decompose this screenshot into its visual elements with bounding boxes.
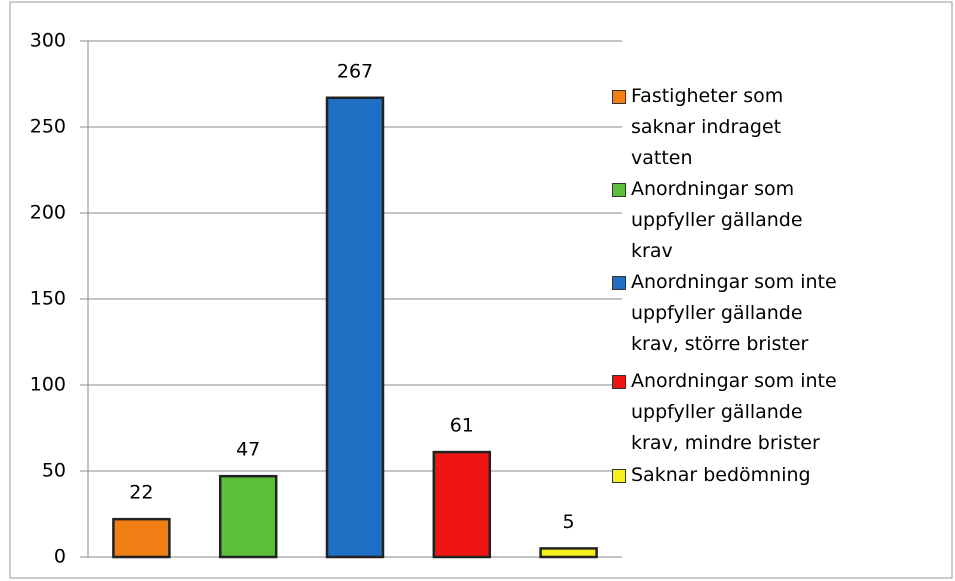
y-tick-label: 250: [30, 116, 66, 138]
legend-label: Anordningar som inte uppfyller gällande …: [631, 370, 837, 454]
legend-label: Anordningar som inte uppfyller gällande …: [631, 271, 837, 355]
value-label: 22: [129, 482, 153, 504]
bar: [112, 517, 171, 559]
legend-entry: Anordningar som inte uppfyller gällande …: [612, 366, 942, 459]
legend-entry: Anordningar som uppfyller gällande krav: [612, 174, 942, 267]
value-label: 61: [450, 415, 474, 437]
value-label: 267: [337, 60, 373, 82]
y-tick-label: 200: [30, 202, 66, 224]
bar: [432, 450, 492, 559]
legend-swatch: [612, 469, 626, 483]
y-tick-label: 300: [30, 30, 66, 52]
legend-label: Saknar bedömning: [631, 464, 811, 486]
y-tick-label: 50: [42, 460, 66, 482]
legend-swatch: [612, 276, 626, 290]
bar: [325, 96, 385, 559]
legend-entry: Saknar bedömning: [612, 460, 942, 491]
bar: [218, 474, 278, 559]
legend-label: Anordningar som uppfyller gällande krav: [631, 178, 803, 262]
legend-entry: Anordningar som inte uppfyller gällande …: [612, 267, 942, 360]
value-label: 5: [563, 511, 575, 533]
legend-swatch: [612, 90, 626, 104]
legend-label: Fastigheter som saknar indraget vatten: [631, 85, 784, 169]
chart-border: [9, 1, 953, 579]
legend-entry: Fastigheter som saknar indraget vatten: [612, 81, 942, 174]
y-tick-label: 100: [30, 374, 66, 396]
legend-swatch: [612, 183, 626, 197]
y-tick-label: 0: [54, 546, 66, 568]
value-label: 47: [236, 439, 260, 461]
bar: [539, 547, 598, 559]
y-tick-label: 150: [30, 288, 66, 310]
legend-swatch: [612, 375, 626, 389]
